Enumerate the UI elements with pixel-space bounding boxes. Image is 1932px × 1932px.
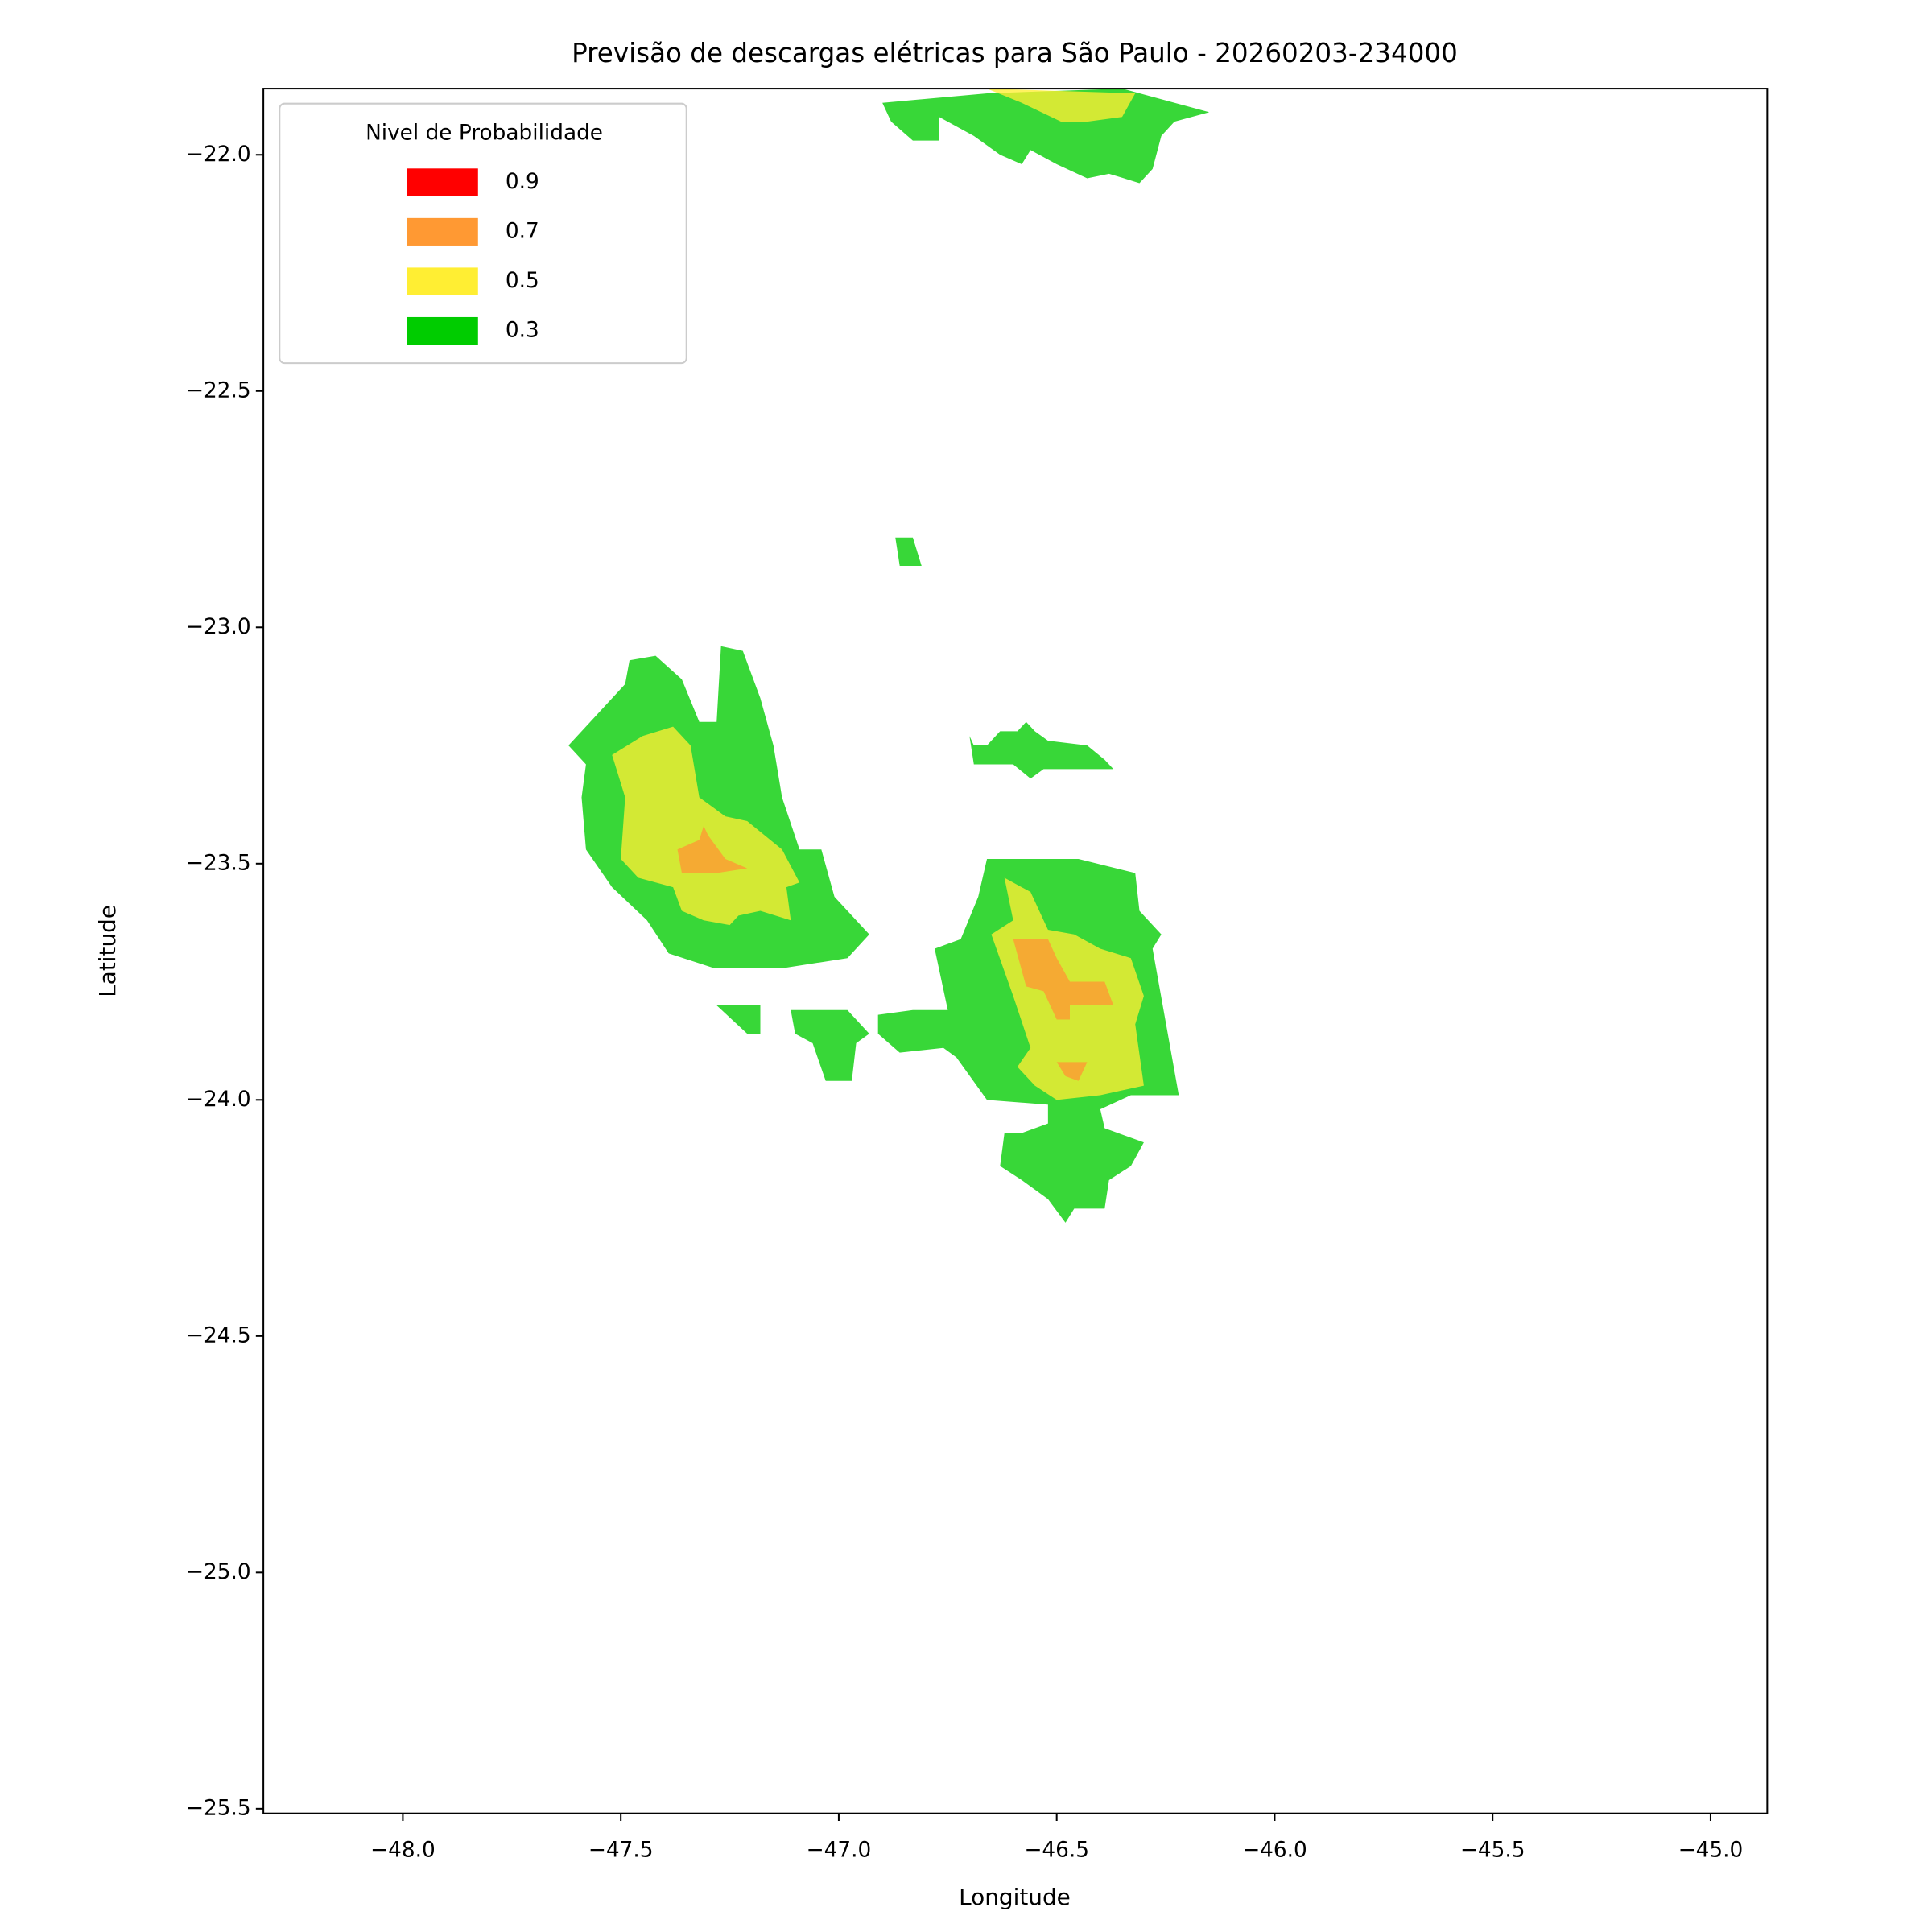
x-tick-label: −46.5 [1024, 1839, 1089, 1863]
contour-region [969, 721, 1114, 779]
chart-title: Previsão de descargas elétricas para São… [572, 38, 1458, 68]
legend-swatch [407, 168, 478, 196]
x-tick-label: −45.0 [1678, 1839, 1744, 1863]
legend-swatch [407, 217, 478, 246]
y-tick-label: −25.0 [186, 1560, 251, 1584]
y-tick-label: −24.0 [186, 1088, 251, 1112]
y-tick-label: −23.0 [186, 615, 251, 639]
contour-region [987, 89, 1136, 122]
legend-label: 0.5 [506, 269, 539, 293]
y-tick-label: −23.5 [186, 851, 251, 875]
x-tick-label: −45.5 [1460, 1839, 1525, 1863]
legend-label: 0.9 [506, 170, 539, 194]
y-tick-label: −22.0 [186, 142, 251, 167]
contour-region [1056, 1062, 1088, 1081]
contour-region [791, 1009, 869, 1081]
x-tick-label: −47.5 [588, 1839, 654, 1863]
contour-region [612, 726, 800, 926]
y-axis-label: Latitude [94, 905, 121, 997]
y-tick-label: −24.5 [186, 1323, 251, 1348]
contour-region [677, 825, 748, 873]
x-axis-label: Longitude [959, 1884, 1071, 1910]
contour-region [1013, 939, 1114, 1020]
contour-region [882, 89, 1210, 184]
legend-label: 0.7 [506, 219, 539, 243]
contour-region [895, 537, 922, 566]
y-tick-label: −22.5 [186, 378, 251, 402]
plot-frame [262, 88, 1769, 1814]
x-tick-label: −46.0 [1242, 1839, 1307, 1863]
legend-swatch [407, 316, 478, 345]
x-tick-label: −48.0 [370, 1839, 436, 1863]
legend-label: 0.3 [506, 319, 539, 343]
y-tick-label: −25.5 [186, 1796, 251, 1820]
contour-region [568, 646, 869, 968]
legend-swatch [407, 267, 478, 295]
contour-region [716, 1005, 761, 1034]
x-tick-label: −47.0 [807, 1839, 872, 1863]
legend-title: Nivel de Probabilidade [365, 121, 603, 145]
legend-box [279, 102, 687, 365]
